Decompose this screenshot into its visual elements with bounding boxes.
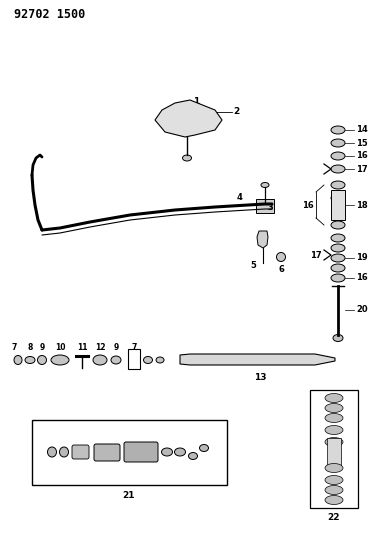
Text: 18: 18: [356, 200, 368, 209]
Text: 14: 14: [356, 125, 368, 134]
Text: 9: 9: [113, 343, 119, 352]
Ellipse shape: [93, 355, 107, 365]
Ellipse shape: [333, 335, 343, 342]
Ellipse shape: [331, 264, 345, 272]
Text: 10: 10: [55, 343, 65, 352]
Bar: [327, 438, 341, 468]
Text: 13: 13: [254, 374, 266, 383]
Bar: [128, 349, 140, 369]
Ellipse shape: [174, 448, 185, 456]
Text: 7: 7: [131, 343, 137, 352]
Bar: [310, 390, 358, 508]
Ellipse shape: [14, 356, 22, 365]
Text: 1: 1: [193, 98, 199, 107]
Ellipse shape: [325, 414, 343, 423]
Ellipse shape: [331, 139, 345, 147]
Text: 9: 9: [39, 343, 45, 352]
FancyBboxPatch shape: [72, 445, 89, 459]
Ellipse shape: [162, 448, 172, 456]
Ellipse shape: [47, 447, 56, 457]
Ellipse shape: [331, 194, 345, 202]
Text: 11: 11: [77, 343, 87, 352]
Ellipse shape: [331, 165, 345, 173]
Text: 22: 22: [328, 513, 340, 522]
Bar: [331, 190, 345, 220]
Ellipse shape: [276, 253, 285, 262]
Ellipse shape: [331, 244, 345, 252]
FancyBboxPatch shape: [94, 444, 120, 461]
Ellipse shape: [325, 438, 343, 447]
Ellipse shape: [183, 155, 192, 161]
Ellipse shape: [325, 486, 343, 495]
Ellipse shape: [325, 475, 343, 484]
Ellipse shape: [331, 152, 345, 160]
Text: 2: 2: [233, 108, 239, 117]
Text: 6: 6: [278, 264, 284, 273]
Polygon shape: [180, 354, 335, 365]
Ellipse shape: [201, 357, 207, 364]
Bar: [256, 199, 274, 213]
Ellipse shape: [331, 221, 345, 229]
Ellipse shape: [325, 464, 343, 472]
Ellipse shape: [325, 403, 343, 413]
Ellipse shape: [156, 357, 164, 363]
Text: 16: 16: [302, 200, 314, 209]
Ellipse shape: [189, 357, 194, 364]
Ellipse shape: [25, 357, 35, 364]
Text: 7: 7: [11, 343, 17, 352]
Ellipse shape: [331, 274, 345, 282]
Ellipse shape: [331, 181, 345, 189]
Text: 3: 3: [267, 204, 273, 213]
Ellipse shape: [331, 254, 345, 262]
Text: 5: 5: [250, 261, 256, 270]
FancyBboxPatch shape: [124, 442, 158, 462]
Ellipse shape: [51, 355, 69, 365]
Ellipse shape: [325, 393, 343, 402]
Text: 17: 17: [356, 165, 368, 174]
Polygon shape: [257, 231, 268, 248]
Text: 92702 1500: 92702 1500: [14, 8, 85, 21]
Ellipse shape: [60, 447, 69, 457]
Text: 15: 15: [356, 139, 368, 148]
Ellipse shape: [111, 356, 121, 364]
Text: 4: 4: [237, 192, 243, 201]
Ellipse shape: [200, 445, 209, 451]
Ellipse shape: [261, 182, 269, 188]
Text: 16: 16: [356, 151, 368, 160]
Ellipse shape: [331, 126, 345, 134]
Ellipse shape: [331, 234, 345, 242]
Ellipse shape: [325, 496, 343, 505]
Bar: [32, 420, 227, 485]
Text: 8: 8: [27, 343, 33, 352]
Ellipse shape: [38, 356, 47, 365]
Text: 21: 21: [123, 490, 135, 499]
Ellipse shape: [189, 453, 198, 459]
Text: 19: 19: [356, 254, 368, 262]
Text: 16: 16: [356, 273, 368, 282]
Ellipse shape: [143, 357, 152, 364]
Text: 17: 17: [310, 251, 322, 260]
Polygon shape: [155, 100, 222, 137]
Text: 12: 12: [95, 343, 105, 352]
Ellipse shape: [325, 425, 343, 434]
Text: 20: 20: [356, 305, 368, 314]
